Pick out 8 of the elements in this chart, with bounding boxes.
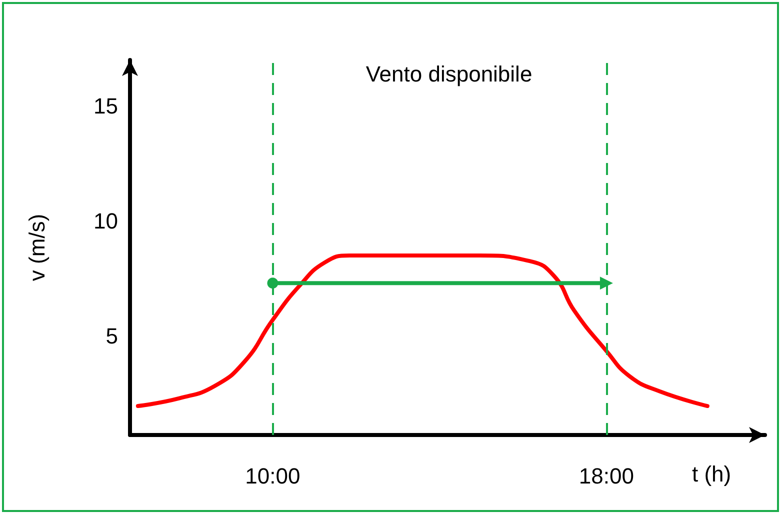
- y-axis-title: v (m/s): [24, 214, 50, 282]
- x-tick-label: 18:00: [578, 464, 634, 488]
- y-tick-label: 15: [94, 94, 118, 119]
- y-tick-label: 10: [94, 208, 118, 234]
- x-axis-title: t (h): [692, 462, 732, 486]
- y-tick-label: 5: [106, 324, 118, 349]
- chart-title: Vento disponibile: [366, 62, 532, 86]
- x-tick-label: 10:00: [245, 464, 300, 488]
